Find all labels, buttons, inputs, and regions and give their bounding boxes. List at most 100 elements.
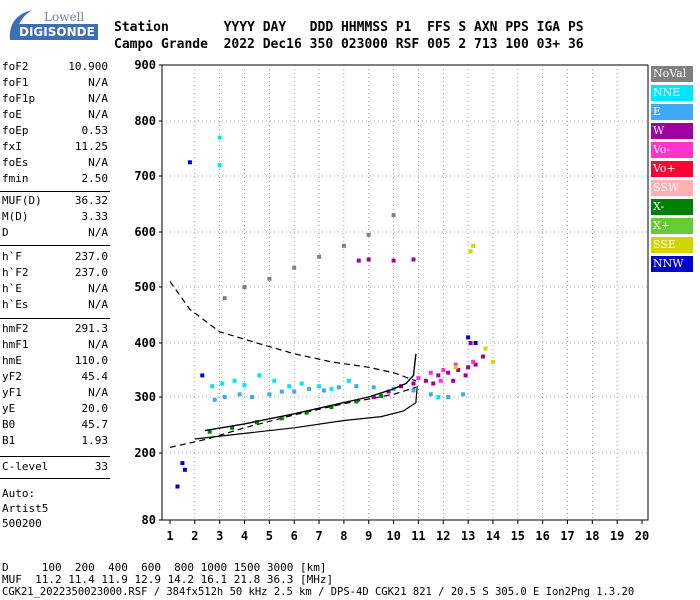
point-vo- [416, 376, 421, 381]
point-noval [242, 285, 247, 289]
param-value: 291.3 [74, 322, 108, 335]
param-name: B0 [2, 418, 16, 431]
param-name: hmF1 [2, 338, 29, 351]
legend-item-x-: X- [651, 199, 693, 215]
param-row: foF2 10.900 [2, 60, 108, 75]
point-vo- [471, 359, 476, 364]
point-nne [272, 378, 277, 383]
point-x- [354, 399, 359, 404]
x-tick-label: 7 [315, 529, 322, 543]
x-tick-label: 5 [266, 529, 273, 543]
point-w [481, 354, 485, 359]
point-sse [483, 346, 488, 351]
y-tick-label: 700 [134, 169, 156, 183]
param-row: hmF1 N/A [2, 338, 108, 353]
param-name: yE [2, 402, 16, 415]
y-tick-label: 900 [134, 58, 156, 72]
point-w [466, 365, 471, 370]
legend-item-nne: NNE [651, 85, 693, 101]
param-name: foEp [2, 124, 29, 137]
param-name: foF2 [2, 60, 29, 73]
point-nne [232, 378, 237, 383]
x-tick-label: 13 [461, 529, 475, 543]
point-nnw [187, 160, 192, 165]
param-value: 1.93 [81, 434, 109, 447]
y-tick-label: 600 [134, 225, 156, 239]
param-value: N/A [88, 92, 108, 105]
point-e [461, 392, 466, 397]
point-noval [366, 232, 371, 237]
param-value: 10.900 [68, 60, 108, 73]
point-sse [468, 249, 473, 254]
point-e [411, 388, 416, 393]
point-w [431, 381, 436, 386]
point-noval [341, 243, 346, 248]
param-row: yF1 N/A [2, 386, 108, 401]
point-w [436, 373, 441, 378]
point-w [366, 257, 371, 262]
param-name: M(D) [2, 210, 29, 223]
point-e [292, 389, 297, 394]
param-value: 36.32 [74, 194, 108, 207]
point-x- [329, 405, 334, 410]
point-noval [317, 254, 322, 259]
panel-divider [0, 456, 110, 457]
point-noval [292, 265, 297, 270]
auto-version: 500200 [2, 517, 42, 530]
x-tick-label: 8 [340, 529, 347, 543]
x-tick-label: 2 [191, 529, 198, 543]
x-tick-label: 20 [635, 529, 649, 543]
legend-item-nnw: NNW [651, 256, 693, 272]
point-sse [471, 243, 476, 248]
point-nne [299, 381, 304, 386]
param-value: 20.0 [81, 402, 109, 415]
lowell-digisonde-logo: Lowell DIGISONDE [4, 4, 114, 50]
param-row: hmF2 291.3 [2, 322, 108, 337]
x-tick-label: 10 [386, 529, 400, 543]
point-nne [217, 135, 222, 140]
point-w [451, 378, 456, 383]
point-nne [287, 384, 292, 389]
point-sse [490, 359, 495, 364]
param-name: B1 [2, 434, 16, 447]
header-row-values: Campo Grande 2022 Dec16 350 023000 RSF 0… [114, 37, 584, 52]
point-w [468, 341, 473, 345]
param-row: C-level 33 [2, 460, 108, 475]
point-nne [220, 381, 225, 386]
footer-file-row: CGK21_2022350023000.RSF / 384fx512h 50 k… [2, 586, 635, 598]
x-tick-label: 1 [166, 529, 173, 543]
x-tick-label: 18 [585, 529, 599, 543]
legend-item-vo-: Vo- [651, 142, 693, 158]
param-name: foEs [2, 156, 29, 169]
param-row: h`E N/A [2, 282, 108, 297]
point-w [411, 257, 416, 262]
param-row: h`F 237.0 [2, 250, 108, 265]
param-name: hmE [2, 354, 22, 367]
y-tick-label: 400 [134, 336, 156, 350]
panel-divider [0, 245, 110, 246]
profile-dashed-upper [169, 281, 417, 382]
param-value: 45.7 [81, 418, 109, 431]
param-row: h`F2 237.0 [2, 266, 108, 281]
param-name: h`Es [2, 298, 29, 311]
legend-item-ssw: SSW [651, 180, 693, 196]
param-row: foEs N/A [2, 156, 108, 171]
point-nne [329, 386, 334, 391]
param-value: N/A [88, 386, 108, 399]
y-tick-label: 800 [134, 114, 156, 128]
legend-item-w: W [651, 123, 693, 139]
point-nne [257, 373, 262, 378]
point-e [222, 395, 227, 399]
param-value: N/A [88, 338, 108, 351]
y-tick-label: 500 [134, 280, 156, 294]
param-row: yE 20.0 [2, 402, 108, 417]
param-value: 11.25 [74, 140, 108, 153]
point-x- [379, 393, 384, 398]
point-noval [267, 276, 272, 281]
param-row: yF2 45.4 [2, 370, 108, 385]
auto-label: Auto: [2, 487, 36, 500]
legend-item-e: E [651, 104, 693, 120]
param-row: D N/A [2, 226, 108, 241]
point-vo- [453, 362, 458, 367]
